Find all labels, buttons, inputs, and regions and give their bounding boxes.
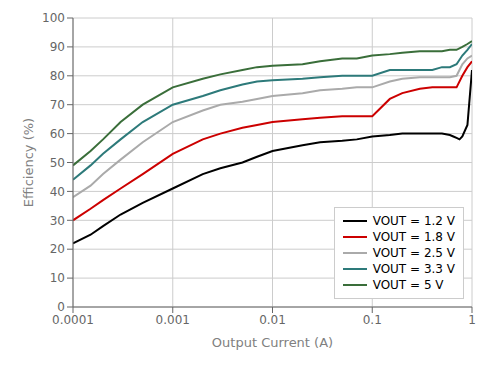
svg-text:1: 1 — [468, 313, 476, 327]
svg-text:0: 0 — [57, 300, 65, 314]
svg-text:60: 60 — [50, 127, 65, 141]
svg-text:50: 50 — [50, 156, 65, 170]
svg-text:30: 30 — [50, 214, 65, 228]
svg-text:80: 80 — [50, 69, 65, 83]
svg-text:10: 10 — [50, 271, 65, 285]
svg-text:0.01: 0.01 — [259, 313, 286, 327]
svg-text:0.1: 0.1 — [363, 313, 382, 327]
html-text:VOUT = 1.8 V: VOUT = 1.8 V — [372, 230, 455, 244]
html-text:VOUT = 1.2 V: VOUT = 1.2 V — [372, 214, 455, 228]
svg-text:20: 20 — [50, 242, 65, 256]
svg-text:40: 40 — [50, 185, 65, 199]
html-text:VOUT = 2.5 V: VOUT = 2.5 V — [372, 246, 455, 260]
html-text:VOUT = 5 V: VOUT = 5 V — [372, 278, 444, 292]
svg-text:100: 100 — [42, 11, 65, 25]
svg-text:70: 70 — [50, 98, 65, 112]
svg-text:Output Current (A): Output Current (A) — [212, 335, 333, 350]
html-text:VOUT = 3.3 V: VOUT = 3.3 V — [372, 262, 455, 276]
svg-text:0.0001: 0.0001 — [52, 313, 94, 327]
svg-text:Efficiency (%): Efficiency (%) — [21, 118, 36, 207]
svg-text:90: 90 — [50, 40, 65, 54]
svg-text:0.001: 0.001 — [156, 313, 190, 327]
